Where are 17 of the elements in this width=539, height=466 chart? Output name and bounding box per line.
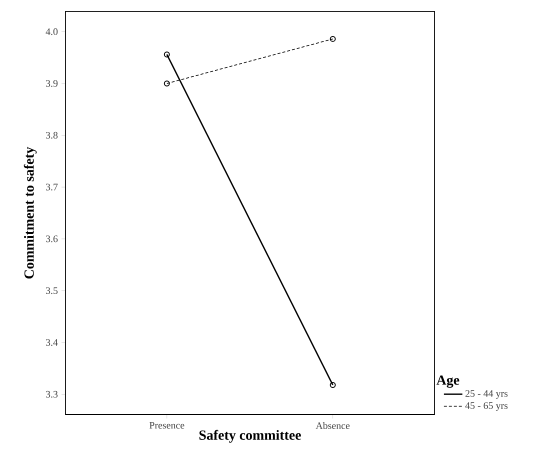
point (330, 36, 336, 42)
y-tick-label: 3.9 (46, 80, 58, 87)
legend-label: 25 - 44 yrs (465, 390, 508, 399)
y-tick-label: 3.3 (46, 390, 58, 398)
y-tick-label: 4.0 (46, 28, 58, 36)
point (164, 80, 170, 86)
y-tick-label: 3.7 (46, 184, 58, 190)
legend-title: Age (436, 375, 460, 388)
y-tick-label: 3.4 (46, 339, 58, 346)
x-axis-title: Safety committee (199, 430, 301, 443)
y-tick-label: 3.8 (46, 132, 58, 139)
y-tick-label: 3.5 (46, 287, 58, 294)
x-tick-label: Absence (316, 422, 350, 430)
x-tick-label: Presence (149, 422, 184, 429)
y-axis-title: Commitment to safety (24, 146, 37, 279)
legend-label: 45 - 65 yrs (465, 402, 508, 411)
y-tick-label: 3.6 (46, 236, 58, 242)
